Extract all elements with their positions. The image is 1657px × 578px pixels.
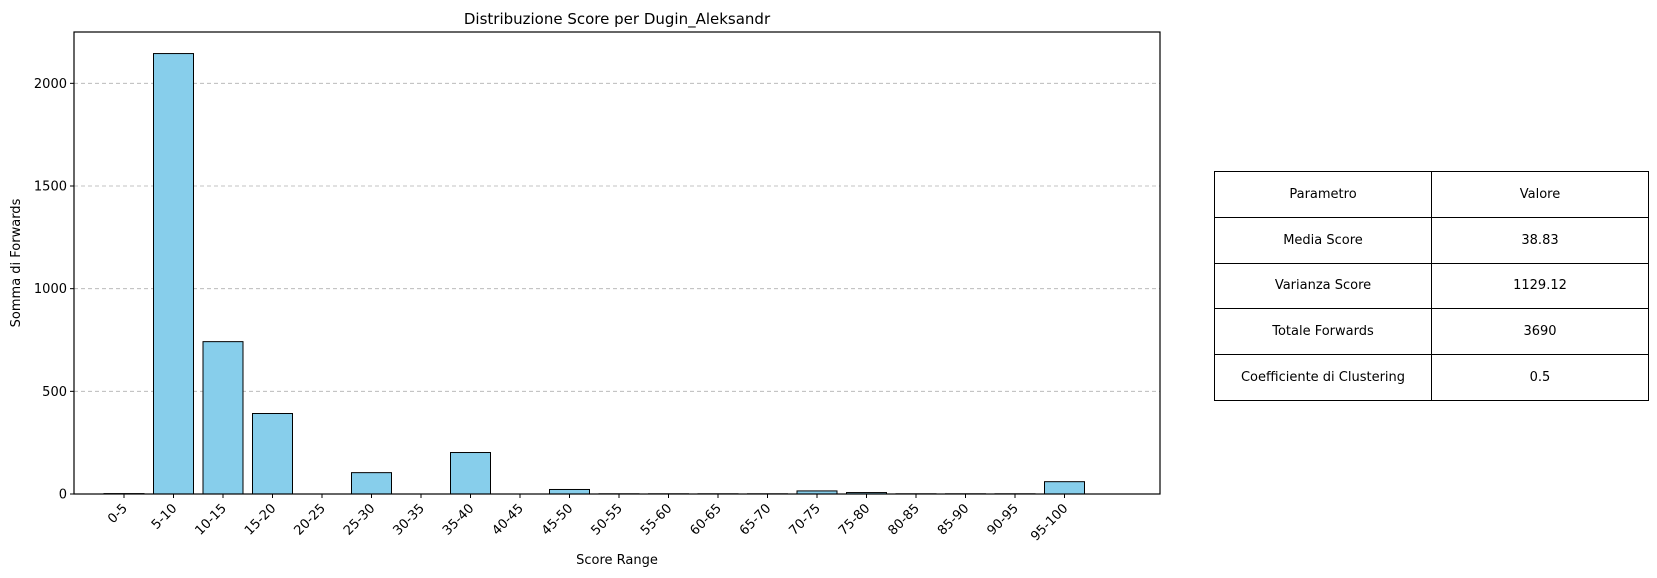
table-header-cell: Valore bbox=[1431, 171, 1649, 218]
x-tick-label: 5-10 bbox=[149, 501, 180, 532]
x-axis-label: Score Range bbox=[576, 553, 658, 568]
y-tick-label: 1500 bbox=[34, 180, 67, 195]
x-tick-label: 0-5 bbox=[105, 501, 131, 527]
table-cell-param: Media Score bbox=[1214, 216, 1432, 264]
x-tick-label: 85-90 bbox=[935, 501, 972, 538]
y-tick-label: 2000 bbox=[34, 77, 67, 92]
x-tick-label: 60-65 bbox=[688, 501, 725, 538]
table-row: Coefficiente di Clustering 0.5 bbox=[1214, 354, 1649, 401]
y-axis-label: Somma di Forwards bbox=[9, 198, 24, 327]
x-tick-label: 15-20 bbox=[242, 501, 279, 538]
table-cell-value: 0.5 bbox=[1431, 354, 1649, 401]
plot-area-frame bbox=[73, 31, 1161, 495]
bar-5-10 bbox=[153, 53, 194, 495]
x-tick-label: 25-30 bbox=[341, 501, 378, 538]
x-tick-label: 35-40 bbox=[440, 501, 477, 538]
table-row: Totale Forwards 3690 bbox=[1214, 308, 1649, 356]
table-cell-param: Coefficiente di Clustering bbox=[1214, 354, 1432, 401]
table-cell-value: 38.83 bbox=[1431, 216, 1649, 264]
table-cell-value: 3690 bbox=[1431, 308, 1649, 356]
bar-25-30 bbox=[351, 472, 392, 495]
bar-10-15 bbox=[202, 341, 244, 495]
y-tick-label: 500 bbox=[42, 385, 67, 400]
x-tick-label: 95-100 bbox=[1028, 501, 1071, 544]
x-tick-label: 50-55 bbox=[589, 501, 626, 538]
x-tick-label: 30-35 bbox=[391, 501, 428, 538]
y-tick-label: 0 bbox=[59, 488, 67, 503]
table-header-row: Parametro Valore bbox=[1214, 171, 1649, 218]
x-tick-label: 75-80 bbox=[836, 501, 873, 538]
gridlines bbox=[74, 82, 1160, 392]
bar-45-50 bbox=[549, 488, 590, 495]
table-cell-param: Varianza Score bbox=[1214, 262, 1432, 310]
x-tick-label: 10-15 bbox=[193, 501, 230, 538]
x-tick-label: 55-60 bbox=[638, 501, 675, 538]
table-row: Varianza Score 1129.12 bbox=[1214, 262, 1649, 310]
x-tick-label: 70-75 bbox=[787, 501, 824, 538]
stats-table: Parametro Valore Media Score 38.83 Varia… bbox=[1214, 171, 1649, 401]
x-tick-label: 80-85 bbox=[886, 501, 923, 538]
bar-15-20 bbox=[252, 413, 293, 495]
table-cell-param: Totale Forwards bbox=[1214, 308, 1432, 356]
chart-title: Distribuzione Score per Dugin_Aleksandr bbox=[464, 10, 771, 29]
x-axis-ticks: 0-5 5-10 10-15 15-20 20-25 25-30 30-35 35-40 40-… bbox=[105, 494, 1071, 544]
bars bbox=[103, 53, 1085, 495]
table-header-cell: Parametro bbox=[1214, 171, 1432, 218]
table-row: Media Score 38.83 bbox=[1214, 216, 1649, 264]
bar-35-40 bbox=[450, 452, 491, 495]
table-cell-value: 1129.12 bbox=[1431, 262, 1649, 310]
x-tick-label: 90-95 bbox=[985, 501, 1022, 538]
x-tick-label: 40-45 bbox=[490, 501, 527, 538]
x-tick-label: 65-70 bbox=[737, 501, 774, 538]
y-axis-ticks: 0 500 1000 1500 2000 bbox=[34, 77, 74, 503]
bar-95-100 bbox=[1044, 481, 1085, 495]
x-tick-label: 20-25 bbox=[292, 501, 329, 538]
x-tick-label: 45-50 bbox=[539, 501, 576, 538]
y-tick-label: 1000 bbox=[34, 282, 67, 297]
